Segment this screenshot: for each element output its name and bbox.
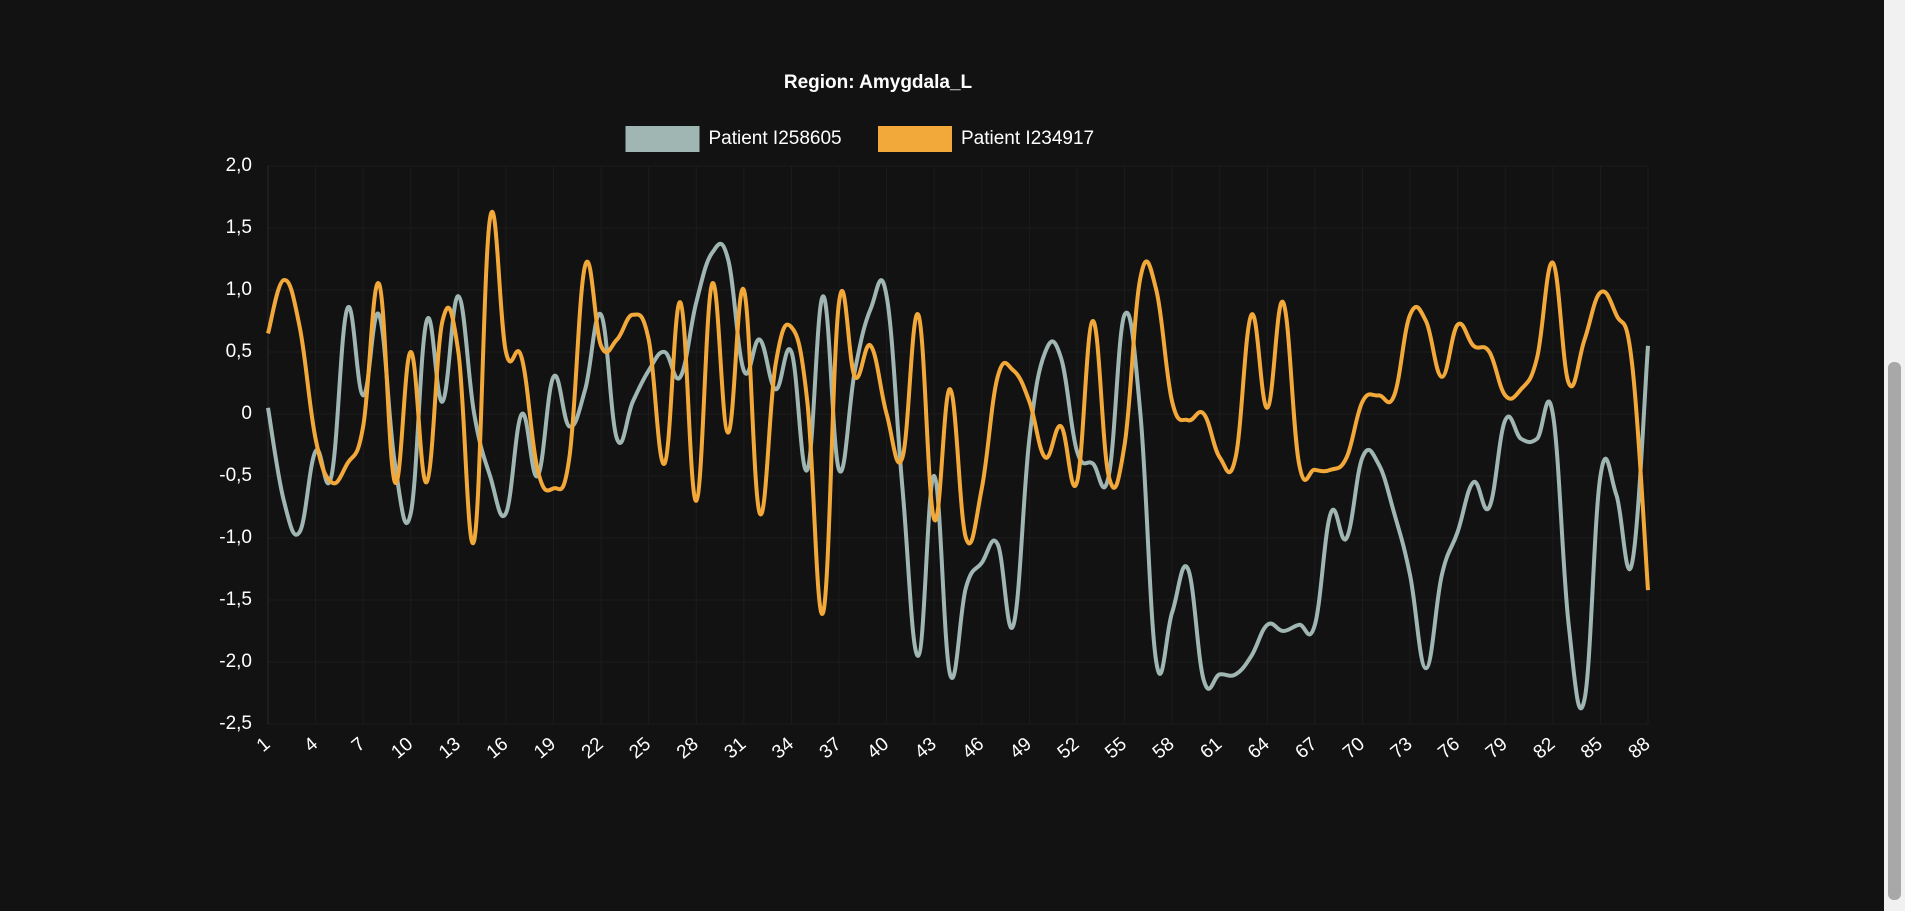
- y-tick-label: 0,5: [226, 341, 252, 362]
- y-tick-label: 2,0: [226, 155, 252, 176]
- scrollbar-thumb[interactable]: [1888, 362, 1901, 900]
- y-tick-label: -1,0: [219, 527, 252, 548]
- legend-swatch: [878, 126, 952, 152]
- y-tick-label: -1,5: [219, 589, 252, 610]
- legend-swatch: [625, 126, 700, 152]
- series-line: [266, 241, 1650, 711]
- y-tick-label: -2,0: [219, 651, 252, 672]
- y-tick-label: 0: [241, 403, 252, 424]
- y-tick-label: 1,0: [226, 279, 252, 300]
- legend-label: Patient I258605: [709, 128, 842, 149]
- y-tick-label: -0,5: [219, 465, 252, 486]
- y-tick-label: 1,5: [226, 217, 252, 238]
- series-line: [266, 209, 1650, 616]
- y-tick-label: -2,5: [219, 713, 252, 734]
- legend-label: Patient I234917: [961, 128, 1094, 149]
- chart-title: Region: Amygdala_L: [784, 72, 973, 93]
